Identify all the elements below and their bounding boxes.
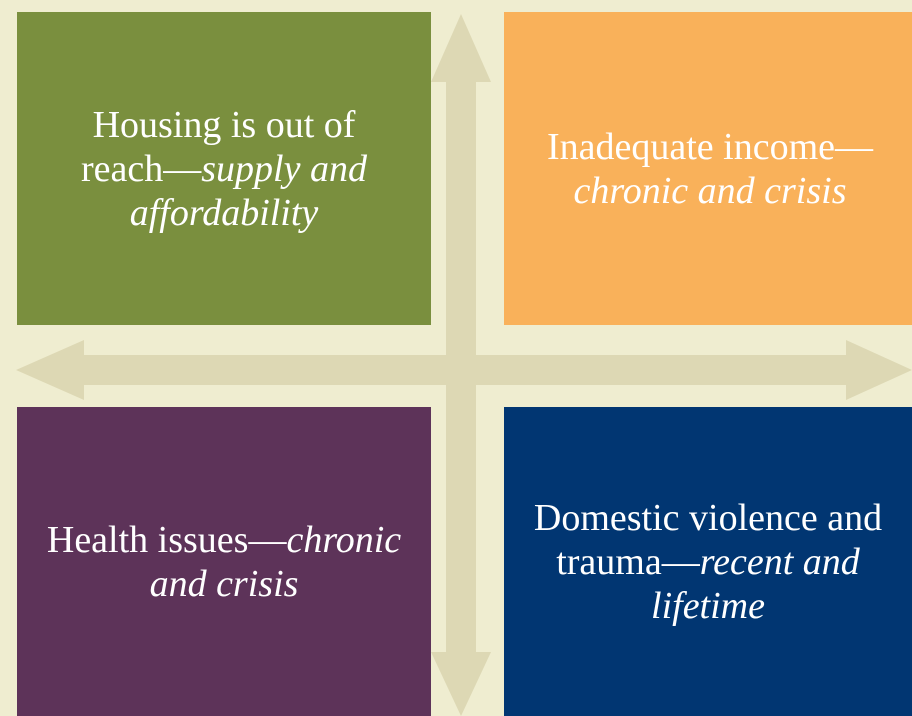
text: Domestic violence and trauma—: [533, 496, 883, 583]
text: Housing is out of reach—: [81, 103, 356, 190]
quadrant-text: Housing is out of reach—supply and affor…: [67, 103, 381, 235]
quadrant: Health issues—chronic and crisis: [17, 407, 431, 716]
italic-text: chronic and crisis: [149, 518, 402, 605]
italic-text: supply and affordability: [129, 147, 367, 234]
quadrant: Inadequate income—chronic and crisis: [504, 12, 912, 325]
quadrant: Domestic violence and trauma—recent and …: [504, 407, 912, 716]
quadrant: Housing is out of reach—supply and affor…: [17, 12, 431, 325]
text: Inadequate income—: [546, 125, 874, 168]
italic-text: recent and lifetime: [651, 540, 860, 627]
quadrant-text: Health issues—chronic and crisis: [31, 518, 417, 606]
text: Health issues—: [46, 518, 287, 561]
arrow-cross: [16, 14, 912, 716]
quadrant-text: Domestic violence and trauma—recent and …: [514, 496, 902, 628]
italic-text: chronic and crisis: [573, 169, 847, 212]
quadrant-text: Inadequate income—chronic and crisis: [512, 125, 908, 213]
